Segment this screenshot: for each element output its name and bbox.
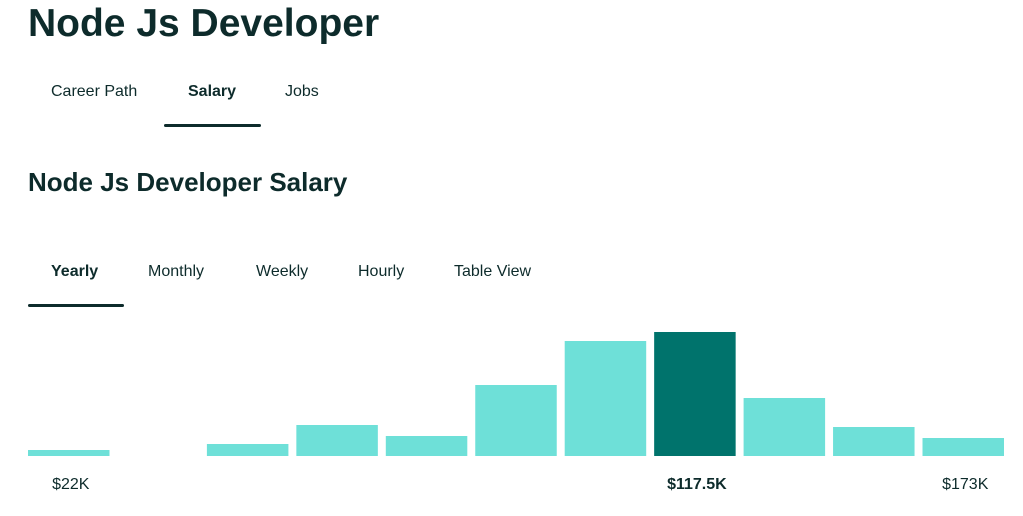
period-tab[interactable]: Table View xyxy=(454,263,532,280)
x-tick-label: $173K xyxy=(942,476,989,493)
page-title: Node Js Developer xyxy=(28,2,380,45)
bar xyxy=(206,444,289,456)
bar xyxy=(743,398,826,456)
active-period-indicator xyxy=(28,304,124,307)
bar xyxy=(385,436,468,456)
bar xyxy=(564,341,647,456)
bar xyxy=(654,332,736,456)
period-tab[interactable]: Hourly xyxy=(358,263,405,280)
tab[interactable]: Salary xyxy=(188,83,237,100)
active-tab-indicator xyxy=(164,124,261,127)
bar xyxy=(922,438,1004,456)
period-tab[interactable]: Yearly xyxy=(51,263,99,280)
x-tick-label: $22K xyxy=(52,476,90,493)
x-tick-label: $117.5K xyxy=(667,476,727,493)
tab[interactable]: Jobs xyxy=(285,83,319,100)
bar xyxy=(296,425,378,456)
tab[interactable]: Career Path xyxy=(51,83,138,100)
salary-histogram: $22K $117.5K $173K xyxy=(28,332,1004,493)
bar xyxy=(833,427,915,456)
period-tab[interactable]: Weekly xyxy=(256,263,309,280)
bar xyxy=(475,385,557,456)
bar xyxy=(28,450,110,456)
section-title: Node Js Developer Salary xyxy=(28,167,348,197)
period-tab[interactable]: Monthly xyxy=(148,263,205,280)
